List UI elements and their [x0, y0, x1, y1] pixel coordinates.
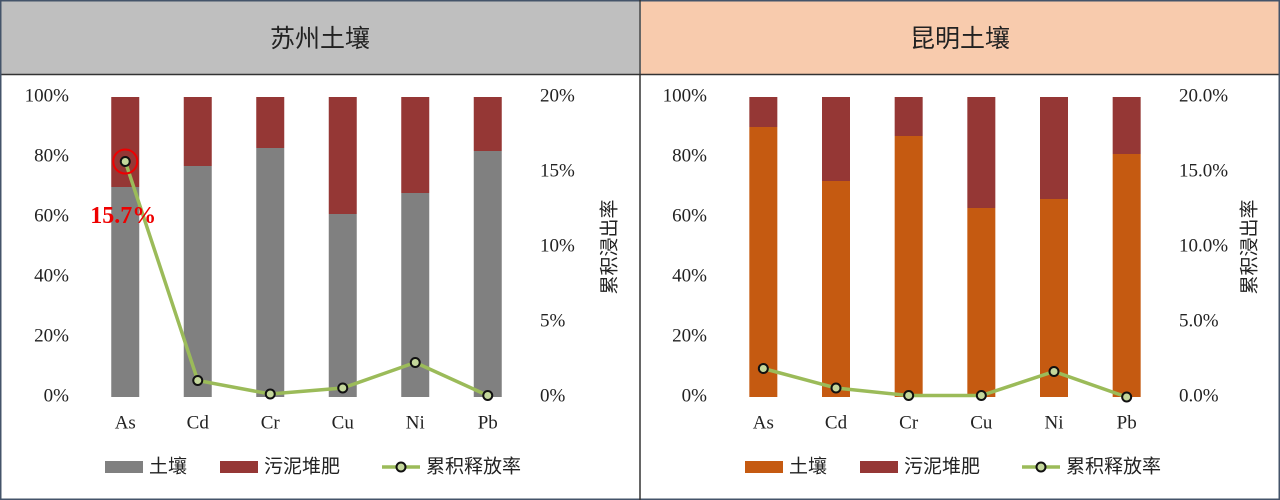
- y2-tick-label: 20%: [540, 85, 575, 106]
- line: [123, 160, 489, 398]
- legend-swatch: [105, 461, 143, 473]
- y-tick-label: 80%: [34, 145, 69, 166]
- legend-label: 土壤: [149, 456, 187, 478]
- bar: [473, 151, 502, 397]
- marker: [409, 357, 421, 368]
- x-tick-label: Cd: [187, 412, 210, 433]
- y2-tick-label: 20.0%: [1179, 85, 1228, 106]
- bar: [1112, 97, 1141, 154]
- x-tick-label: Cu: [970, 412, 993, 433]
- marker: [830, 382, 842, 394]
- marker: [757, 363, 769, 374]
- legend-swatch: [745, 461, 783, 473]
- bar: [894, 136, 923, 397]
- header: [641, 1, 1279, 74]
- legend-label: 污泥堆肥: [264, 456, 340, 478]
- y2-tick-label: 5.0%: [1179, 310, 1219, 331]
- header: [1, 1, 639, 74]
- bar: [328, 97, 357, 214]
- x-tick-label: Cu: [332, 412, 355, 433]
- marker: [975, 390, 987, 401]
- marker: [1048, 366, 1060, 377]
- y-tick-label: 0%: [682, 385, 708, 406]
- bar: [1112, 154, 1141, 397]
- legend-swatch: [220, 461, 258, 473]
- y-tick-label: 80%: [672, 145, 707, 166]
- legend-label: 污泥堆肥: [904, 456, 980, 478]
- bar: [967, 208, 996, 397]
- y2-axis-label: 累积浸出率: [1239, 199, 1261, 294]
- x-tick-label: Pb: [478, 412, 498, 433]
- y-tick-label: 20%: [672, 325, 707, 346]
- legend-swatch: [860, 461, 898, 473]
- marker: [192, 375, 204, 386]
- bar: [401, 97, 430, 193]
- y-tick-label: 40%: [34, 265, 69, 286]
- bar: [473, 97, 502, 151]
- bar: [749, 127, 778, 397]
- bar: [967, 97, 996, 208]
- x-tick-label: Cr: [261, 412, 281, 433]
- y2-tick-label: 15%: [540, 160, 575, 181]
- y2-tick-label: 0.0%: [1179, 385, 1219, 406]
- highlight: [112, 148, 139, 175]
- y2-tick-label: 5%: [540, 310, 566, 331]
- marker: [119, 156, 131, 167]
- value-label: 15.7%: [90, 203, 156, 229]
- marker: [1121, 391, 1133, 403]
- x-tick-label: Ni: [406, 412, 425, 433]
- y-tick-label: 60%: [34, 205, 69, 226]
- bar: [111, 97, 140, 187]
- y-tick-label: 60%: [672, 205, 707, 226]
- bar: [894, 97, 923, 136]
- x-tick-label: As: [115, 412, 136, 433]
- y-tick-label: 100%: [663, 85, 708, 106]
- legend-label: 累积释放率: [1066, 456, 1161, 478]
- bar: [183, 97, 212, 166]
- panel-title: 苏州土壤: [270, 24, 370, 53]
- y2-tick-label: 15.0%: [1179, 160, 1228, 181]
- legend-marker: [395, 461, 407, 473]
- x-tick-label: As: [753, 412, 774, 433]
- y2-tick-label: 10.0%: [1179, 235, 1228, 256]
- x-tick-label: Cr: [899, 412, 919, 433]
- x-tick-label: Pb: [1117, 412, 1137, 433]
- bar: [111, 187, 140, 397]
- y2-tick-label: 10%: [540, 235, 575, 256]
- y-tick-label: 0%: [44, 385, 70, 406]
- bar: [256, 148, 285, 397]
- bar: [328, 214, 357, 397]
- marker: [903, 390, 915, 401]
- legend-marker: [1035, 461, 1047, 473]
- y2-axis-label: 累积浸出率: [599, 199, 621, 294]
- bar: [183, 166, 212, 397]
- y-tick-label: 20%: [34, 325, 69, 346]
- bar: [822, 97, 850, 181]
- bar: [749, 97, 778, 127]
- panel-title: 昆明土壤: [910, 24, 1010, 53]
- y-tick-label: 40%: [672, 265, 707, 286]
- bar: [1040, 199, 1068, 397]
- y-tick-label: 100%: [25, 85, 70, 106]
- x-tick-label: Cd: [825, 412, 848, 433]
- bar: [822, 181, 850, 397]
- legend-label: 土壤: [789, 456, 827, 478]
- line: [762, 366, 1128, 399]
- legend-label: 累积释放率: [426, 456, 521, 478]
- marker: [482, 390, 494, 401]
- bar: [256, 97, 285, 148]
- bar: [1040, 97, 1068, 199]
- x-tick-label: Ni: [1045, 412, 1064, 433]
- marker: [264, 388, 276, 400]
- y2-tick-label: 0%: [540, 385, 566, 406]
- marker: [337, 382, 349, 394]
